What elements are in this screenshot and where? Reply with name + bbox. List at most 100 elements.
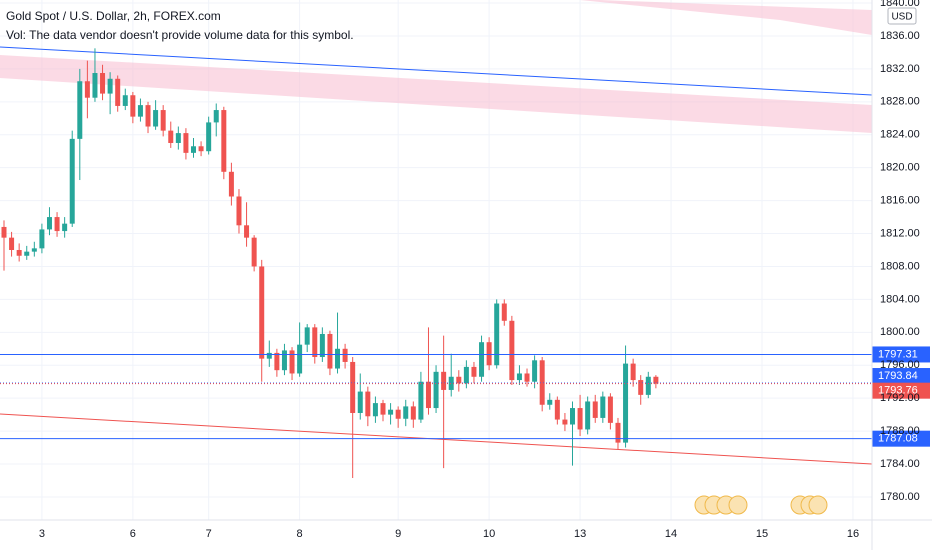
y-tick-label: 1832.00 (880, 63, 920, 75)
candle-body (115, 78, 121, 106)
candle-body (84, 81, 90, 98)
candle-body (388, 409, 394, 415)
price-label-box (872, 368, 930, 385)
candle-body (297, 344, 303, 374)
candle-body (266, 352, 272, 359)
candle-body (259, 266, 265, 359)
event-icons (694, 495, 828, 515)
candle-body (433, 371, 439, 409)
x-tick-label: 3 (39, 528, 45, 540)
currency-box (887, 7, 917, 25)
price-label-box (872, 430, 930, 447)
band (580, 0, 872, 35)
candle-body (236, 196, 242, 226)
candle-body (335, 348, 341, 369)
x-tick-label: 13 (574, 528, 586, 540)
candle-body (107, 78, 113, 94)
candle-body (554, 399, 560, 420)
candle-body (228, 171, 234, 197)
candle-body (562, 419, 568, 425)
candle-body (509, 320, 515, 381)
candle-body (24, 251, 30, 256)
candle-body (221, 110, 227, 172)
axes: 1780.00 1784.00 1788.00 1792.00 1796.00 1800.… (39, 0, 920, 540)
candle-body (547, 399, 553, 405)
candle-body (350, 361, 356, 413)
candle-body (380, 403, 386, 415)
candle-body (441, 371, 447, 390)
candle-body (312, 327, 318, 358)
candle-body (319, 333, 325, 358)
candle-body (539, 360, 545, 405)
x-tick-label: 10 (483, 528, 495, 540)
y-tick-label: 1800.00 (880, 326, 920, 338)
candle-body (100, 73, 106, 94)
candle-body (516, 373, 522, 381)
candle-body (244, 225, 250, 238)
candle-body (471, 366, 477, 377)
y-tick-label: 1808.00 (880, 260, 920, 272)
x-tick-label: 6 (130, 528, 136, 540)
candle-body (577, 408, 583, 430)
candle-body (638, 380, 644, 395)
event-icon (808, 495, 828, 515)
candle-body (645, 376, 651, 395)
candle-body (77, 81, 83, 139)
candle-body (289, 350, 295, 374)
candle-body (570, 408, 575, 425)
candle-body (137, 105, 143, 117)
y-tick-label: 1828.00 (880, 96, 920, 108)
candle-body (653, 376, 659, 384)
y-tick-label: 1780.00 (880, 491, 920, 503)
candle-body (615, 422, 621, 443)
price-label: 1793.76 (878, 385, 918, 397)
candle-body (206, 122, 212, 152)
candle-body (92, 73, 98, 98)
x-tick-label: 14 (665, 528, 677, 540)
candle-body (486, 342, 492, 366)
candle-body (395, 409, 401, 419)
candle-body (153, 110, 159, 127)
candle-body (122, 95, 128, 106)
candle-body (418, 381, 424, 420)
candle-body (198, 146, 204, 152)
candle-body (425, 381, 431, 409)
price-label: 1793.84 (878, 370, 918, 382)
subtitle: Vol: The data vendor doesn't provide vol… (6, 28, 354, 42)
candle-body (274, 352, 280, 371)
grid (0, 0, 872, 520)
currency: USD (891, 12, 912, 23)
candle-body (160, 110, 166, 131)
event-icon (728, 495, 748, 515)
y-tick-label: 1816.00 (880, 195, 920, 207)
candle-body (183, 133, 189, 153)
candle-body (251, 237, 257, 267)
candle-body (46, 217, 52, 230)
candle-body (62, 223, 68, 232)
candle-body (524, 373, 530, 382)
candle-body (600, 396, 606, 418)
y-tick-label: 1836.00 (880, 30, 920, 42)
candle-body (607, 396, 613, 423)
candle-body (9, 237, 15, 250)
candle-body (69, 138, 75, 224)
y-tick-label: 1812.00 (880, 227, 920, 239)
y-tick-label: 1824.00 (880, 129, 920, 141)
candle-body (532, 360, 538, 382)
candle-body (130, 95, 136, 117)
y-tick-label: 1804.00 (880, 293, 920, 305)
price-lines: 1797.31 1793.84 1793.76 1787.08 (0, 346, 930, 447)
y-tick-label: 1788.00 (880, 425, 920, 437)
candle-body (191, 146, 196, 153)
candle-body (410, 406, 416, 420)
candle-body (630, 363, 636, 381)
y-tick-label: 1796.00 (880, 359, 920, 371)
candle-body (456, 376, 462, 384)
candle-body (403, 406, 409, 419)
y-tick-label: 1784.00 (880, 458, 920, 470)
candle-body (501, 303, 507, 321)
candle-body (372, 403, 378, 417)
band (0, 55, 872, 133)
price-label-box (872, 382, 930, 399)
